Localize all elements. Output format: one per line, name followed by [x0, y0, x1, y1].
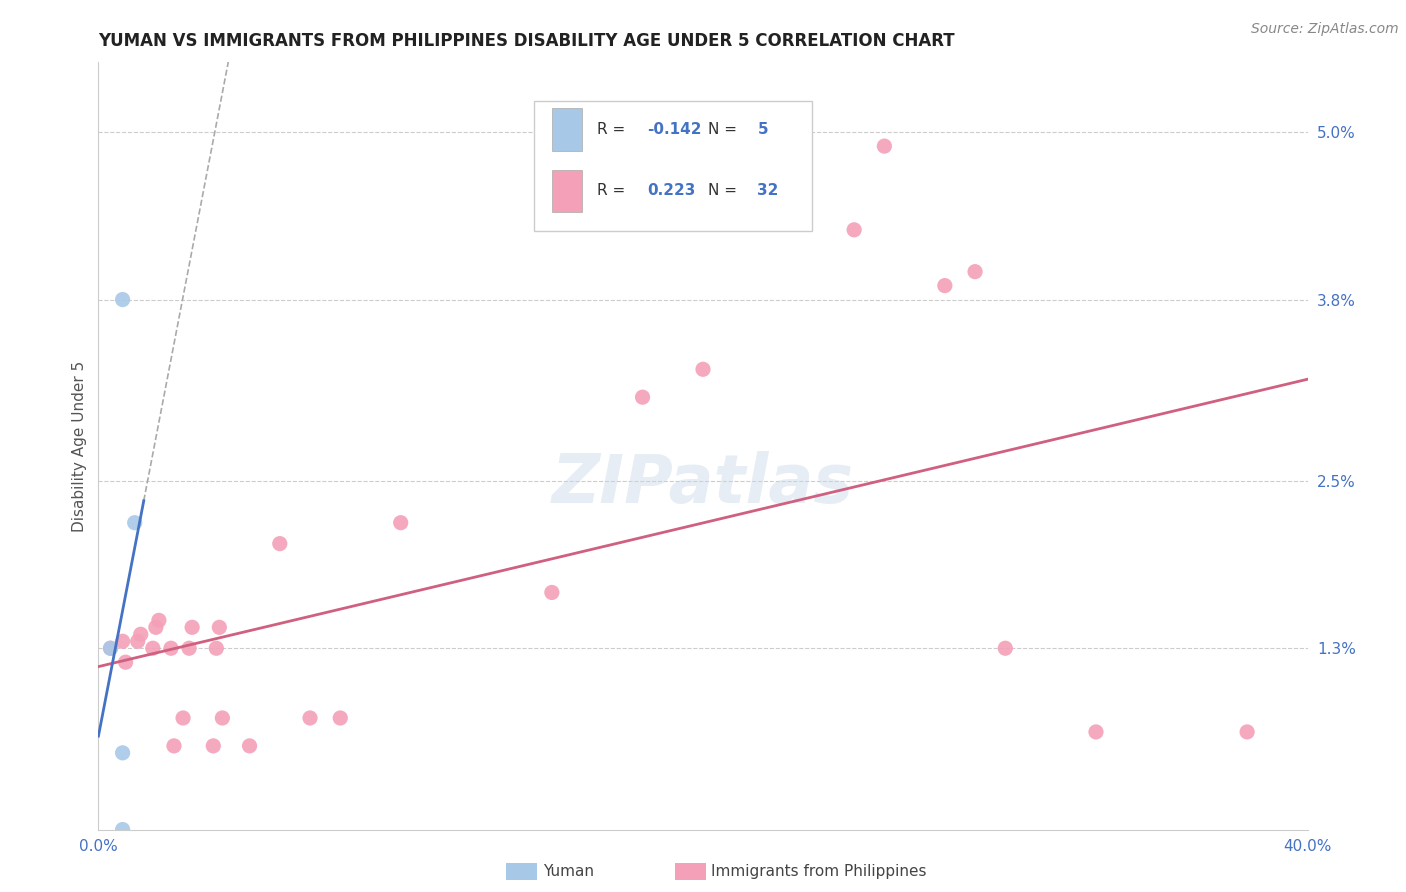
- FancyBboxPatch shape: [551, 169, 582, 212]
- Point: [172, 711, 194, 725]
- Point: [142, 641, 165, 656]
- Text: R =: R =: [596, 184, 630, 198]
- Text: Yuman: Yuman: [543, 864, 593, 879]
- Point: [965, 265, 987, 279]
- Point: [208, 620, 231, 634]
- Point: [269, 536, 291, 550]
- Text: Immigrants from Philippines: Immigrants from Philippines: [711, 864, 927, 879]
- Text: ZIPatlas: ZIPatlas: [553, 451, 853, 517]
- Point: [111, 822, 134, 837]
- Point: [129, 627, 152, 641]
- Text: -0.142: -0.142: [647, 122, 702, 137]
- Text: 5: 5: [758, 122, 768, 137]
- Point: [692, 362, 714, 376]
- Point: [540, 585, 562, 599]
- Point: [179, 641, 201, 656]
- Point: [181, 620, 204, 634]
- Point: [389, 516, 412, 530]
- Point: [1085, 725, 1108, 739]
- Point: [100, 641, 122, 656]
- Point: [202, 739, 225, 753]
- Text: YUMAN VS IMMIGRANTS FROM PHILIPPINES DISABILITY AGE UNDER 5 CORRELATION CHART: YUMAN VS IMMIGRANTS FROM PHILIPPINES DIS…: [98, 32, 955, 50]
- Point: [844, 223, 866, 237]
- Point: [127, 634, 149, 648]
- FancyBboxPatch shape: [551, 109, 582, 151]
- Point: [239, 739, 262, 753]
- FancyBboxPatch shape: [534, 101, 811, 231]
- Point: [160, 641, 183, 656]
- Point: [163, 739, 186, 753]
- Point: [934, 278, 956, 293]
- Point: [114, 655, 136, 669]
- Point: [145, 620, 167, 634]
- Point: [148, 613, 170, 627]
- Point: [1236, 725, 1258, 739]
- Point: [211, 711, 233, 725]
- Point: [329, 711, 352, 725]
- Point: [100, 641, 122, 656]
- Text: R =: R =: [596, 122, 630, 137]
- Point: [124, 516, 146, 530]
- Point: [205, 641, 228, 656]
- Text: 32: 32: [758, 184, 779, 198]
- Point: [111, 746, 134, 760]
- Text: N =: N =: [707, 122, 742, 137]
- Text: Source: ZipAtlas.com: Source: ZipAtlas.com: [1251, 22, 1399, 37]
- Y-axis label: Disability Age Under 5: Disability Age Under 5: [72, 360, 87, 532]
- Text: N =: N =: [707, 184, 742, 198]
- Point: [631, 390, 654, 404]
- Point: [111, 293, 134, 307]
- Point: [111, 634, 134, 648]
- Text: 0.223: 0.223: [647, 184, 696, 198]
- Point: [873, 139, 896, 153]
- Point: [299, 711, 322, 725]
- Point: [994, 641, 1017, 656]
